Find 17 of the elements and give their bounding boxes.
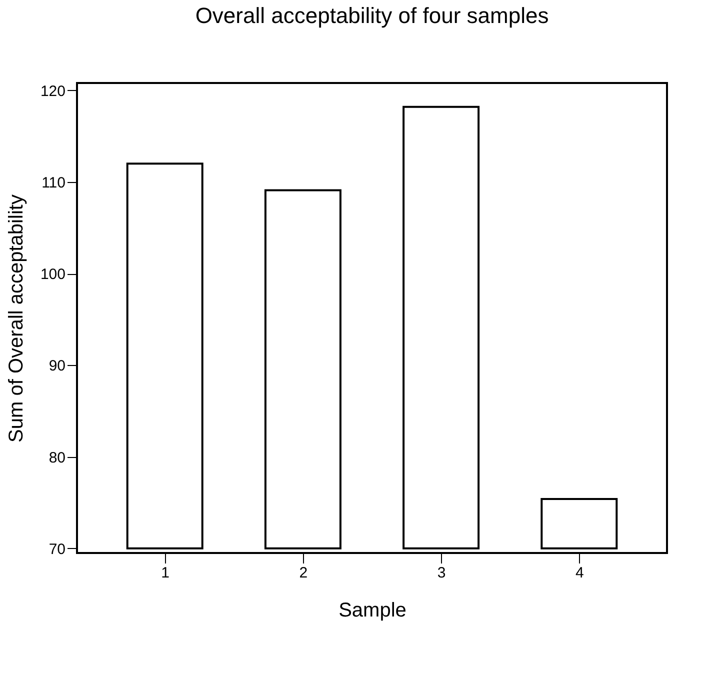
y-tick-label: 120 — [40, 82, 66, 100]
bar — [126, 162, 204, 550]
y-tick-label: 80 — [48, 449, 66, 466]
y-tick-label: 90 — [48, 358, 66, 375]
x-tick-label: 1 — [161, 564, 170, 582]
x-tick-label: 4 — [575, 564, 584, 582]
x-tick-label: 2 — [299, 564, 308, 582]
x-axis-title: Sample — [338, 600, 406, 622]
y-axis-title: Sum of Overall acceptability — [5, 194, 28, 442]
x-tick-label: 3 — [437, 564, 446, 582]
bar — [402, 106, 480, 550]
y-tick-label: 110 — [42, 174, 66, 192]
chart-title: Overall acceptability of four samples — [195, 3, 549, 28]
bar — [540, 498, 618, 550]
y-tick-label: 100 — [40, 266, 66, 284]
y-tick-label: 70 — [48, 540, 66, 558]
bar — [264, 189, 342, 550]
